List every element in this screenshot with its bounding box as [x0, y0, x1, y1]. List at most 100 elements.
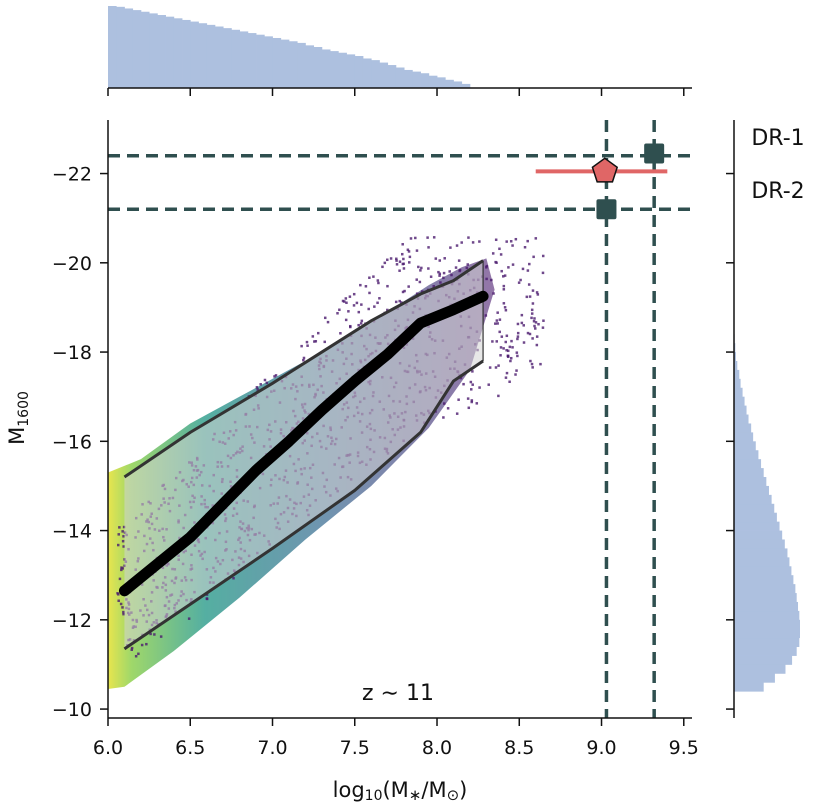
- scatter-point: [140, 643, 144, 647]
- right-histogram-bar: [734, 423, 752, 433]
- right-histogram-bar: [734, 646, 797, 656]
- right-histogram-bar: [734, 601, 799, 612]
- scatter-point: [496, 322, 499, 325]
- scatter-point: [531, 366, 534, 369]
- x-tick-label: 7.0: [257, 737, 287, 759]
- scatter-point: [373, 305, 376, 308]
- scatter-point: [485, 277, 488, 281]
- scatter-point: [343, 300, 346, 303]
- scatter-point: [511, 244, 514, 247]
- scatter-point: [149, 632, 152, 636]
- scatter-point: [526, 239, 529, 243]
- scatter-point: [509, 356, 513, 360]
- scatter-point: [443, 257, 446, 260]
- scatter-point: [408, 255, 412, 259]
- x-axis-label-sun: ⊙: [447, 786, 460, 804]
- main-plot: [108, 120, 692, 718]
- scatter-point: [386, 258, 389, 262]
- scatter-point: [137, 652, 140, 656]
- right-histogram-bar: [734, 664, 786, 674]
- scatter-point: [488, 366, 492, 369]
- top-histogram-bar: [132, 10, 142, 89]
- scatter-point: [398, 269, 401, 272]
- scatter-point: [434, 257, 438, 260]
- scatter-point: [457, 259, 461, 262]
- scatter-point: [265, 381, 269, 385]
- scatter-point: [536, 293, 540, 296]
- right-histogram-bar: [734, 584, 796, 594]
- scatter-point: [506, 354, 510, 358]
- scatter-point: [389, 257, 393, 260]
- scatter-point: [475, 402, 479, 405]
- scatter-point: [495, 319, 499, 322]
- scatter-point: [529, 359, 532, 363]
- scatter-point: [398, 299, 401, 303]
- scatter-point: [415, 278, 418, 281]
- observed-markers: [596, 143, 665, 220]
- scatter-point: [395, 263, 399, 266]
- top-histogram-bar: [313, 47, 323, 88]
- top-histogram-ticks: [107, 88, 685, 96]
- scatter-point: [355, 301, 359, 305]
- scatter-point: [383, 261, 387, 265]
- scatter-point: [121, 530, 124, 533]
- scatter-point: [442, 276, 445, 280]
- top-histogram-bar: [297, 42, 306, 88]
- scatter-point: [395, 257, 398, 261]
- hline-label-dr1: DR-1: [751, 126, 804, 151]
- scatter-point: [345, 301, 348, 305]
- top-histogram-bar: [272, 37, 282, 88]
- scatter-point: [448, 270, 451, 273]
- x-axis-label-log: log: [333, 778, 365, 802]
- scatter-point: [514, 373, 517, 376]
- scatter-point: [323, 316, 327, 320]
- scatter-point: [395, 259, 398, 262]
- scatter-point: [403, 289, 406, 293]
- scatter-point: [352, 304, 356, 307]
- scatter-point: [505, 371, 509, 375]
- scatter-point: [121, 567, 124, 570]
- scatter-point: [406, 248, 410, 252]
- scatter-point: [368, 276, 371, 279]
- scatter-point: [367, 307, 370, 311]
- top-histogram-bar: [321, 49, 331, 88]
- scatter-point: [497, 364, 500, 367]
- scatter-point: [499, 253, 503, 256]
- scatter-point: [122, 612, 125, 616]
- top-histogram-bar: [165, 16, 175, 88]
- scatter-point: [344, 318, 348, 322]
- scatter-point: [487, 383, 490, 386]
- scatter-point: [500, 335, 504, 338]
- observed-square-marker: [596, 199, 617, 220]
- scatter-point: [300, 344, 303, 348]
- scatter-point: [471, 370, 474, 373]
- right-histogram-bar: [734, 477, 767, 487]
- top-histogram-bar: [247, 33, 257, 88]
- scatter-point: [418, 280, 422, 284]
- scatter-point: [504, 308, 508, 312]
- scatter-point: [458, 268, 462, 272]
- scatter-point: [439, 281, 442, 284]
- scatter-point: [466, 397, 470, 400]
- hline-label-dr2: DR-2: [751, 179, 804, 204]
- scatter-point: [347, 310, 350, 313]
- scatter-point: [457, 398, 460, 401]
- right-histogram-bar: [734, 593, 797, 603]
- scatter-point: [495, 261, 498, 264]
- x-tick-label: 9.0: [586, 737, 616, 759]
- scatter-point: [259, 383, 262, 386]
- scatter-point: [508, 345, 512, 349]
- y-axis-label-main: M: [5, 427, 29, 445]
- x-axis-label-close: ): [459, 778, 467, 802]
- scatter-point: [338, 308, 341, 312]
- scatter-point: [532, 255, 535, 259]
- scatter-point: [122, 610, 125, 614]
- right-histogram-bar: [734, 628, 800, 639]
- right-histogram-bar: [734, 512, 777, 523]
- scatter-point: [417, 265, 420, 269]
- top-histogram-bar: [190, 21, 199, 88]
- scatter-point: [527, 283, 531, 286]
- right-histogram-bar: [734, 548, 788, 558]
- scatter-point: [471, 241, 475, 244]
- scatter-point: [117, 533, 120, 536]
